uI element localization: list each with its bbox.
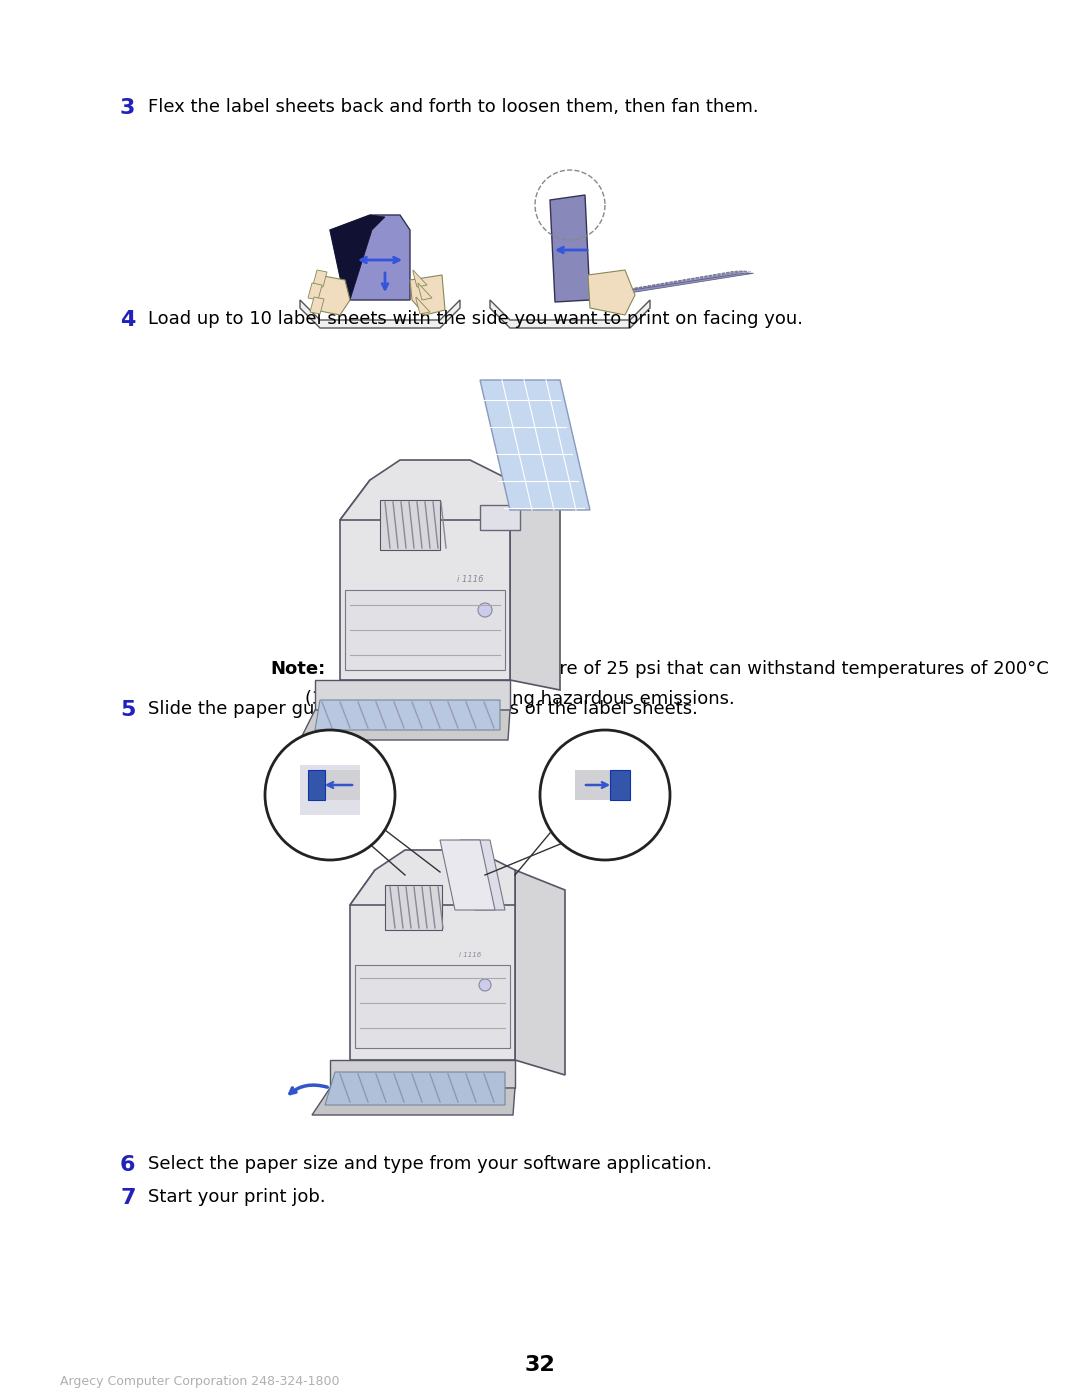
Polygon shape xyxy=(460,840,505,909)
Polygon shape xyxy=(325,770,360,800)
Text: 6: 6 xyxy=(120,1155,135,1175)
Polygon shape xyxy=(315,700,500,731)
Polygon shape xyxy=(330,215,384,300)
Text: i 1116: i 1116 xyxy=(459,951,481,958)
Polygon shape xyxy=(565,272,741,300)
Polygon shape xyxy=(550,196,590,302)
Polygon shape xyxy=(410,275,445,314)
Polygon shape xyxy=(330,215,410,300)
Polygon shape xyxy=(384,886,442,930)
Polygon shape xyxy=(340,481,510,680)
Polygon shape xyxy=(300,300,460,328)
Polygon shape xyxy=(440,840,495,909)
Text: Load up to 10 label sheets with the side you want to print on facing you.: Load up to 10 label sheets with the side… xyxy=(148,310,804,328)
Text: Note:: Note: xyxy=(270,659,325,678)
Polygon shape xyxy=(300,766,360,814)
Polygon shape xyxy=(315,275,350,314)
Polygon shape xyxy=(380,500,440,550)
Polygon shape xyxy=(418,284,432,300)
Polygon shape xyxy=(313,270,327,286)
Polygon shape xyxy=(565,274,739,300)
Circle shape xyxy=(478,604,492,617)
Text: 3: 3 xyxy=(120,98,135,117)
Text: 32: 32 xyxy=(525,1355,555,1375)
Polygon shape xyxy=(315,680,510,710)
Polygon shape xyxy=(565,272,751,300)
Polygon shape xyxy=(312,1088,515,1115)
Polygon shape xyxy=(330,1060,515,1088)
Polygon shape xyxy=(588,270,635,314)
Polygon shape xyxy=(480,380,590,510)
Polygon shape xyxy=(565,274,754,300)
Text: i 1116: i 1116 xyxy=(457,576,483,584)
Circle shape xyxy=(265,731,395,861)
Text: 5: 5 xyxy=(120,700,135,719)
Polygon shape xyxy=(310,298,324,314)
Text: Select the paper size and type from your software application.: Select the paper size and type from your… xyxy=(148,1155,712,1173)
Polygon shape xyxy=(340,460,510,520)
Polygon shape xyxy=(355,965,510,1048)
Circle shape xyxy=(480,979,491,990)
Polygon shape xyxy=(325,1071,505,1105)
Polygon shape xyxy=(416,298,430,314)
Text: 4: 4 xyxy=(120,310,135,330)
Text: (392°F) without releasing hazardous emissions.: (392°F) without releasing hazardous emis… xyxy=(305,690,734,708)
Polygon shape xyxy=(480,504,519,529)
Text: 7: 7 xyxy=(120,1187,135,1208)
Polygon shape xyxy=(565,271,747,300)
Polygon shape xyxy=(510,481,561,690)
Polygon shape xyxy=(308,770,325,800)
Text: Use labels with a pressure of 25 psi that can withstand temperatures of 200°C: Use labels with a pressure of 25 psi tha… xyxy=(340,659,1049,678)
Text: Start your print job.: Start your print job. xyxy=(148,1187,326,1206)
Polygon shape xyxy=(308,284,322,300)
Polygon shape xyxy=(300,710,510,740)
Polygon shape xyxy=(565,271,744,300)
Polygon shape xyxy=(345,590,505,671)
Text: Flex the label sheets back and forth to loosen them, then fan them.: Flex the label sheets back and forth to … xyxy=(148,98,758,116)
Polygon shape xyxy=(413,270,427,286)
Polygon shape xyxy=(515,870,565,1076)
Polygon shape xyxy=(350,870,515,1060)
Polygon shape xyxy=(490,300,650,328)
Text: Slide the paper guides against the edges of the label sheets.: Slide the paper guides against the edges… xyxy=(148,700,698,718)
Polygon shape xyxy=(575,770,615,800)
Text: Argecy Computer Corporation 248-324-1800: Argecy Computer Corporation 248-324-1800 xyxy=(60,1375,339,1389)
Polygon shape xyxy=(610,770,630,800)
Polygon shape xyxy=(350,849,515,905)
Circle shape xyxy=(540,731,670,861)
